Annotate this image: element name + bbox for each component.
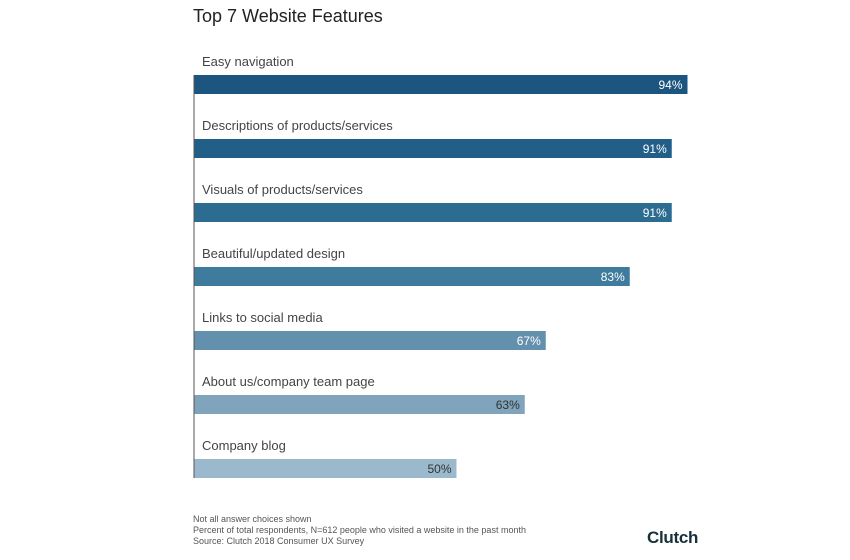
data-label: 50% (427, 462, 451, 476)
clutch-logo: Clutch (647, 528, 699, 547)
data-label: 67% (517, 334, 541, 348)
category-label: About us/company team page (202, 374, 375, 389)
bar (194, 267, 630, 286)
chart-title: Top 7 Website Features (193, 6, 383, 26)
bar (194, 203, 672, 222)
bar (194, 395, 525, 414)
category-label: Beautiful/updated design (202, 246, 345, 261)
category-label: Easy navigation (202, 54, 294, 69)
data-label: 91% (643, 142, 667, 156)
category-label: Company blog (202, 438, 286, 453)
bar (194, 139, 672, 158)
category-label: Descriptions of products/services (202, 118, 393, 133)
bar (194, 459, 457, 478)
data-label: 83% (601, 270, 625, 284)
category-label: Links to social media (202, 310, 323, 325)
footnote-note: Not all answer choices shown (193, 514, 312, 524)
bar (194, 331, 546, 350)
footnote-respondents: Percent of total respondents, N=612 peop… (193, 525, 526, 535)
data-label: 94% (658, 78, 682, 92)
footnote-source: Source: Clutch 2018 Consumer UX Survey (193, 536, 365, 546)
data-label: 91% (643, 206, 667, 220)
category-label: Visuals of products/services (202, 182, 363, 197)
data-label: 63% (496, 398, 520, 412)
bar (194, 75, 688, 94)
